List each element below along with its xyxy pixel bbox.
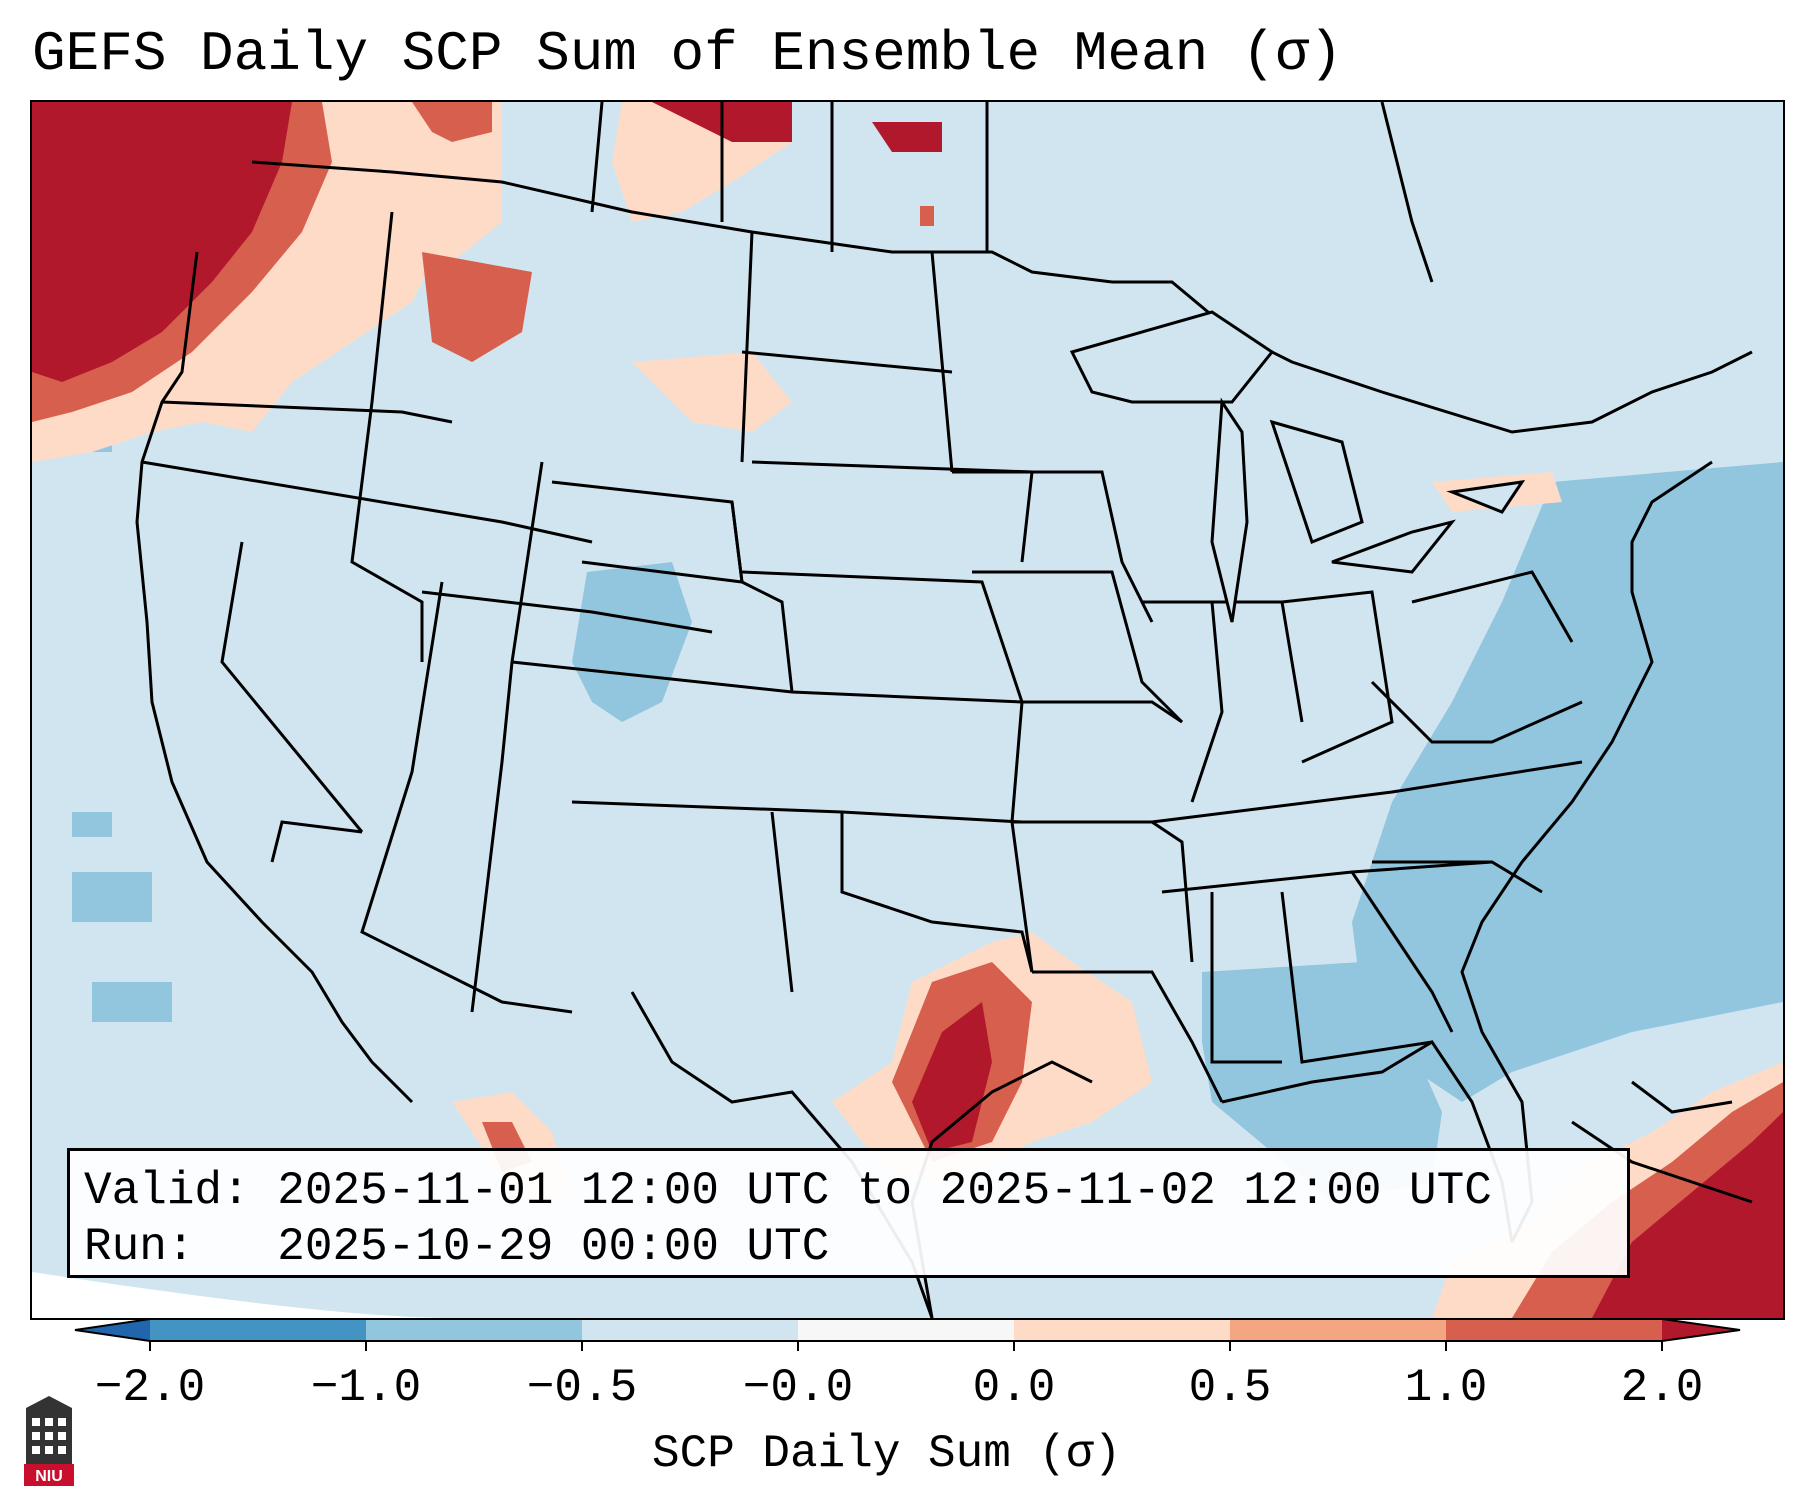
colorbar-bin [582, 1319, 798, 1341]
quebec-ontario-line [1380, 102, 1434, 283]
colorbar-tick-label: −0.5 [526, 1362, 638, 1414]
ca-az-border [270, 820, 363, 863]
colorbar-tick-label: 2.0 [1620, 1362, 1704, 1414]
al-ga-border [1280, 891, 1433, 1064]
mn-ia-border [952, 470, 1154, 623]
oh-border [1281, 590, 1394, 764]
ne-ks-border [741, 570, 1024, 703]
ar-border [1012, 820, 1194, 963]
lake-michigan [1210, 397, 1249, 623]
ut-co-border [470, 461, 544, 1013]
atlantic-coast [1460, 460, 1713, 1243]
colorbar-bin [366, 1319, 582, 1341]
nv-az-border [360, 581, 573, 1014]
colorbar-label: SCP Daily Sum (σ) [652, 1428, 1122, 1480]
us-canada-border-east [1112, 280, 1753, 434]
boundaries [135, 102, 1753, 1318]
nv-ut-az-border [421, 590, 713, 634]
cuba-outline [1571, 1120, 1753, 1204]
logo-banner [24, 1464, 74, 1486]
pacific-negative-patch [72, 812, 112, 837]
colorbar-tick-label: 0.5 [1188, 1362, 1272, 1414]
colorbar-bin [1230, 1319, 1446, 1341]
colorbar-tick-label: 1.0 [1404, 1362, 1488, 1414]
valid-value: 2025-11-01 12:00 UTC to 2025-11-02 12:00… [277, 1165, 1492, 1217]
run-label: Run: [84, 1221, 195, 1273]
nd-mn-border [930, 251, 954, 473]
colorbar-under-extension [75, 1319, 150, 1341]
pacific-coast [135, 251, 414, 1104]
texas-positive-strong [912, 1002, 992, 1152]
colorbar-bin [1014, 1319, 1230, 1341]
mt-dakota-border [740, 231, 754, 463]
lake-ontario [1446, 480, 1526, 514]
la-border [1032, 970, 1224, 1103]
manitoba-positive-patch [920, 206, 934, 226]
id-west-border [350, 211, 424, 662]
colorbar-ticks [149, 1341, 1663, 1351]
niu-logo: NIU [24, 1396, 74, 1486]
il-border [1142, 600, 1224, 803]
colorbar-tick-label: 0.0 [972, 1362, 1056, 1414]
manitoba-positive-strong [872, 122, 942, 152]
map-canvas [32, 102, 1783, 1318]
colorbar-tick-label: −1.0 [310, 1362, 422, 1414]
chart-title: GEFS Daily SCP Sum of Ensemble Mean (σ) [32, 22, 1343, 86]
caribbean-positive-strong [1592, 1112, 1783, 1318]
montana-positive-mid [422, 252, 532, 362]
caribbean-islands [1571, 1080, 1753, 1204]
colorbar-bin [1446, 1319, 1662, 1341]
lake-superior [1069, 310, 1275, 404]
bc-positive-light [352, 102, 502, 262]
nc-sc-border [1372, 860, 1543, 894]
nd-sd-border [741, 350, 953, 374]
valid-label: Valid: [84, 1165, 250, 1217]
co-ks-border [730, 501, 794, 693]
projection-edge-left [32, 1272, 452, 1318]
dakota-positive-light [632, 352, 792, 432]
mo-ar-border [1022, 700, 1183, 724]
colorbar-over-extension [1662, 1319, 1740, 1341]
validity-info-box: Valid: 2025-11-01 12:00 UTC to 2025-11-0… [67, 1148, 1630, 1278]
wa-or-border [161, 400, 453, 424]
pnw-positive-strong [32, 102, 292, 382]
colorbar [74, 1318, 1741, 1351]
colorbar-bin [798, 1319, 1014, 1341]
colorado-negative-region [572, 562, 692, 722]
ms-al-border [1210, 892, 1282, 1064]
pacific-negative-patch [72, 872, 152, 922]
pacific-negative-patch [92, 982, 172, 1022]
ok-tx-border [840, 812, 1034, 973]
atlantic-negative-region [1352, 462, 1783, 1102]
tn-ky-border [1151, 760, 1583, 824]
ga-sc-border [1350, 871, 1454, 1033]
pa-border [1411, 570, 1574, 643]
or-ca-nv-border [141, 460, 593, 544]
colorbar-tick-label: −2.0 [94, 1362, 206, 1414]
bahamas-outline [1631, 1080, 1733, 1114]
great-lakes [1069, 310, 1526, 623]
run-value: 2025-10-29 00:00 UTC [277, 1221, 830, 1273]
va-wv-border [1370, 680, 1583, 744]
colorbar-tick-label: −0.0 [742, 1362, 854, 1414]
lake-erie [1331, 519, 1456, 574]
bc-alberta-line [590, 102, 604, 213]
colorbar-bin [150, 1319, 366, 1341]
lake-huron [1269, 419, 1364, 544]
nm-tx-border [770, 811, 794, 993]
map-panel[interactable] [30, 100, 1785, 1320]
ia-mo-border [972, 570, 1184, 724]
logo-text: NIU [35, 1468, 63, 1485]
ca-nv-border [220, 541, 364, 833]
bc-positive-mid [412, 102, 492, 142]
